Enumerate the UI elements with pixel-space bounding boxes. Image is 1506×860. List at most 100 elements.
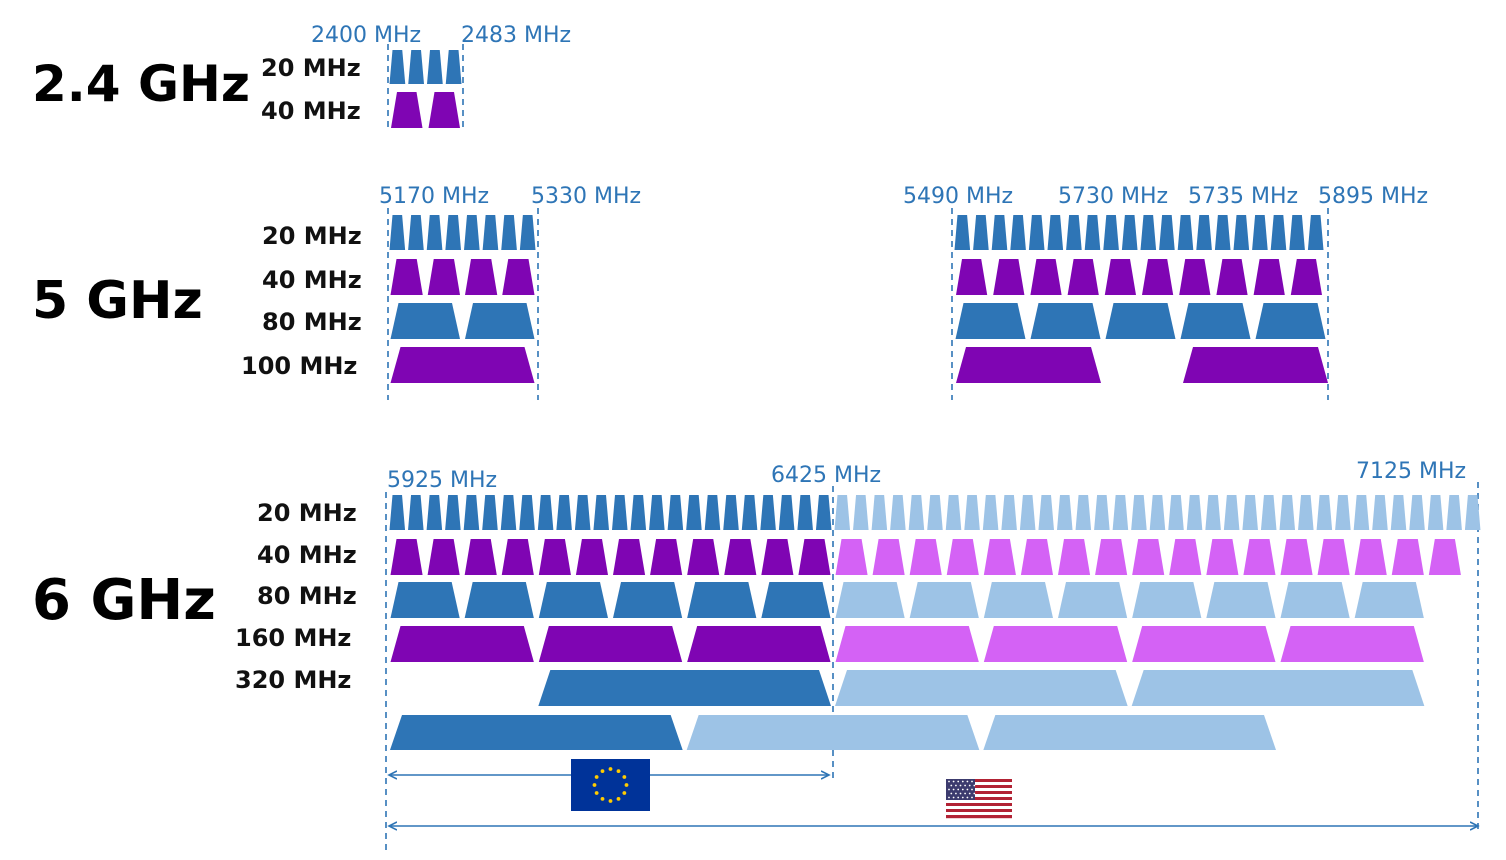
frequency-label: 5170 MHz xyxy=(379,184,489,209)
channel-block xyxy=(390,582,460,618)
us-stripe xyxy=(946,806,1012,810)
row-label: 100 MHz xyxy=(241,352,357,380)
frequency-label: 7125 MHz xyxy=(1356,459,1466,484)
channel-block xyxy=(649,495,665,530)
channel-block xyxy=(853,495,869,530)
channel-block xyxy=(1038,495,1054,530)
us-star xyxy=(957,796,960,799)
frequency-labels-5-ghz: 5170 MHz 5330 MHz 5490 MHz 5730 MHz 5735… xyxy=(379,184,1428,209)
row-label: 20 MHz xyxy=(257,499,357,527)
band-title-5-ghz: 5 GHz xyxy=(32,271,203,331)
channel-block xyxy=(1335,495,1351,530)
channel-block xyxy=(390,539,423,575)
channel-block xyxy=(761,582,831,618)
us-star xyxy=(950,792,953,795)
us-star xyxy=(955,792,957,795)
channel-block xyxy=(1019,495,1036,530)
us-star xyxy=(948,788,950,791)
channel-block xyxy=(1075,495,1092,530)
us-star xyxy=(971,780,973,783)
channel-block xyxy=(390,347,535,383)
channel-block xyxy=(983,715,1276,750)
channel-block xyxy=(1307,215,1324,250)
channels-6-ghz xyxy=(389,495,1481,750)
channel-block xyxy=(445,50,462,84)
channel-block xyxy=(502,259,535,295)
frequency-label: 5730 MHz xyxy=(1058,184,1168,209)
channel-block xyxy=(872,539,905,575)
channel-block xyxy=(408,495,424,530)
channel-block xyxy=(1094,495,1110,530)
us-star xyxy=(955,784,957,787)
channel-block xyxy=(408,50,424,84)
channel-block xyxy=(650,539,683,575)
channel-block xyxy=(464,582,534,618)
us-star xyxy=(973,784,976,787)
channel-block xyxy=(1206,539,1239,575)
eu-star xyxy=(594,791,599,795)
channel-block xyxy=(1131,670,1425,706)
us-star xyxy=(952,796,955,799)
channel-block xyxy=(1290,259,1322,295)
channel-block xyxy=(724,539,757,575)
us-star xyxy=(957,788,960,791)
us-stripe xyxy=(946,794,1012,798)
us-star xyxy=(957,780,960,783)
eu-star xyxy=(608,767,613,771)
us-stripe xyxy=(946,812,1012,816)
us-star xyxy=(961,796,964,799)
frequency-label: 5735 MHz xyxy=(1188,184,1298,209)
channel-block xyxy=(1280,539,1313,575)
channel-block xyxy=(1289,215,1305,250)
us-star xyxy=(966,788,969,791)
channel-block xyxy=(1317,539,1350,575)
channel-block xyxy=(835,626,979,662)
channel-block xyxy=(954,215,971,250)
frequency-labels-2-4-ghz: 2400 MHz 2483 MHz xyxy=(311,23,571,48)
channel-block xyxy=(835,539,868,575)
channel-block xyxy=(1409,495,1425,530)
channel-block xyxy=(1058,539,1091,575)
channel-block xyxy=(1186,495,1203,530)
channel-block xyxy=(1316,495,1333,530)
channel-block xyxy=(1354,539,1387,575)
channel-block xyxy=(427,259,460,295)
channel-block xyxy=(1104,259,1136,295)
channel-block xyxy=(1280,626,1424,662)
eu-star xyxy=(592,783,597,787)
channel-block xyxy=(1214,215,1231,250)
channel-block xyxy=(390,715,683,750)
channel-block xyxy=(574,495,591,530)
channel-block xyxy=(464,539,497,575)
channel-block xyxy=(1180,303,1251,339)
frequency-label: 5925 MHz xyxy=(387,468,497,493)
channels-2-4-ghz xyxy=(389,50,462,128)
channel-block xyxy=(1058,582,1128,618)
row-label: 160 MHz xyxy=(235,624,351,652)
channel-block xyxy=(946,539,979,575)
row-labels-2-4-ghz: 20 MHz 40 MHz xyxy=(261,54,361,125)
eu-star xyxy=(616,769,621,774)
us-star xyxy=(959,792,962,795)
channel-block xyxy=(983,582,1053,618)
us-star xyxy=(966,780,969,783)
channel-block xyxy=(465,259,498,295)
channel-block xyxy=(537,495,554,530)
channel-block xyxy=(983,626,1128,662)
us-star xyxy=(950,784,953,787)
channel-block xyxy=(973,215,989,250)
channel-block xyxy=(956,259,988,295)
channel-block xyxy=(1066,215,1082,250)
channel-block xyxy=(1242,495,1258,530)
channel-block xyxy=(630,495,647,530)
row-label: 20 MHz xyxy=(262,222,362,250)
channel-block xyxy=(593,495,609,530)
row-labels-5-ghz: 20 MHz 40 MHz 80 MHz 100 MHz xyxy=(241,222,362,380)
channel-block xyxy=(687,539,720,575)
channel-block xyxy=(723,495,739,530)
band-title-6-ghz: 6 GHz xyxy=(32,568,216,633)
us-stripe xyxy=(946,803,1012,807)
channel-block xyxy=(1010,215,1026,250)
frequency-label: 2483 MHz xyxy=(461,23,571,48)
